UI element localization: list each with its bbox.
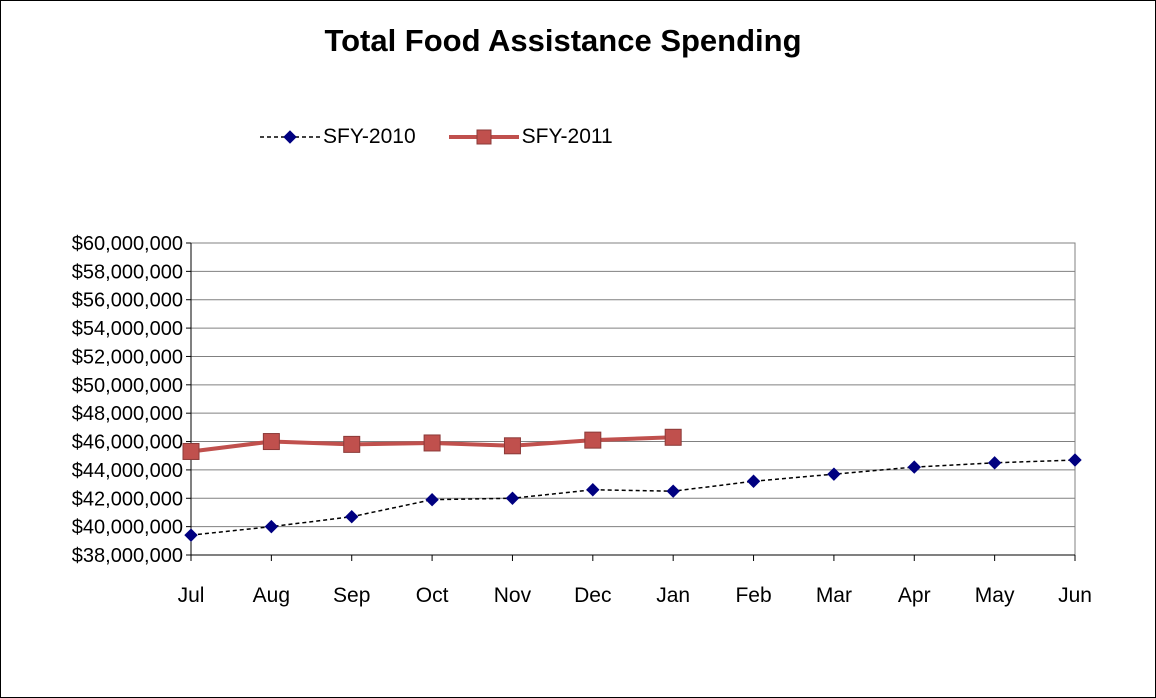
data-point-sfy-2010 bbox=[264, 519, 279, 534]
x-tick-label: Oct bbox=[416, 584, 449, 607]
x-tick-label: Mar bbox=[816, 584, 852, 607]
data-point-sfy-2011 bbox=[584, 431, 602, 449]
y-tick-label: $54,000,000 bbox=[72, 318, 183, 340]
data-point-sfy-2011 bbox=[262, 433, 280, 451]
x-tick-label: Dec bbox=[574, 584, 611, 607]
y-tick-label: $58,000,000 bbox=[72, 261, 183, 283]
x-tick-label: Jun bbox=[1058, 584, 1092, 607]
data-point-sfy-2010 bbox=[184, 528, 198, 542]
legend: SFY-2010 SFY-2011 bbox=[259, 123, 645, 151]
y-tick-label: $40,000,000 bbox=[72, 517, 183, 539]
data-point-sfy-2010 bbox=[586, 483, 600, 497]
legend-label-sfy-2010: SFY-2010 bbox=[323, 125, 416, 148]
legend-item-sfy-2011: SFY-2011 bbox=[448, 125, 613, 149]
axes bbox=[186, 242, 1076, 561]
y-tick-label: $46,000,000 bbox=[72, 432, 183, 454]
data-point-sfy-2010 bbox=[746, 474, 761, 488]
series bbox=[182, 428, 1082, 542]
x-tick-label: Aug bbox=[253, 584, 290, 607]
x-tick-label: May bbox=[975, 584, 1015, 607]
data-point-sfy-2011 bbox=[343, 435, 361, 453]
data-point-sfy-2010 bbox=[425, 492, 439, 507]
y-tick-label: $50,000,000 bbox=[72, 375, 183, 397]
x-tick-labels: Jul Aug Sep Oct Nov Dec Jan Feb Mar Apr May Jun bbox=[178, 584, 1092, 607]
legend-label-sfy-2011: SFY-2011 bbox=[521, 125, 613, 148]
data-point-sfy-2010 bbox=[1068, 453, 1082, 467]
y-tick-label: $44,000,000 bbox=[72, 460, 183, 482]
data-point-sfy-2010 bbox=[345, 510, 359, 524]
x-tick-label: Jan bbox=[656, 584, 690, 607]
gridlines bbox=[190, 242, 1076, 556]
y-tick-label: $38,000,000 bbox=[72, 545, 183, 567]
x-tick-label: Feb bbox=[735, 584, 771, 607]
series-line-sfy-2010 bbox=[190, 459, 1076, 536]
legend-item-sfy-2010: SFY-2010 bbox=[259, 125, 416, 149]
data-point-sfy-2010 bbox=[666, 484, 680, 498]
y-tick-label: $52,000,000 bbox=[72, 346, 183, 368]
data-point-sfy-2010 bbox=[907, 460, 921, 474]
x-tick-label: Apr bbox=[898, 584, 931, 607]
legend-marker-sfy-2010 bbox=[260, 130, 320, 144]
y-tick-label: $60,000,000 bbox=[72, 233, 183, 255]
chart-title: Total Food Assistance Spending bbox=[324, 23, 802, 58]
data-point-sfy-2011 bbox=[423, 434, 441, 452]
data-point-sfy-2011 bbox=[182, 442, 200, 460]
x-tick-label: Nov bbox=[494, 584, 532, 607]
y-tick-label: $56,000,000 bbox=[72, 290, 183, 312]
data-point-sfy-2010 bbox=[505, 491, 520, 505]
y-tick-label: $48,000,000 bbox=[72, 403, 183, 425]
legend-marker-sfy-2011 bbox=[448, 129, 519, 145]
data-point-sfy-2010 bbox=[827, 467, 841, 481]
x-tick-label: Jul bbox=[178, 584, 205, 607]
data-point-sfy-2011 bbox=[664, 428, 682, 446]
plot-border bbox=[190, 242, 1076, 556]
y-tick-labels: $38,000,000 $40,000,000 $42,000,000 $44,000… bbox=[72, 233, 183, 567]
data-point-sfy-2010 bbox=[987, 456, 1002, 470]
data-point-sfy-2011 bbox=[503, 437, 521, 455]
y-tick-label: $42,000,000 bbox=[72, 488, 183, 510]
x-tick-label: Sep bbox=[333, 584, 370, 607]
